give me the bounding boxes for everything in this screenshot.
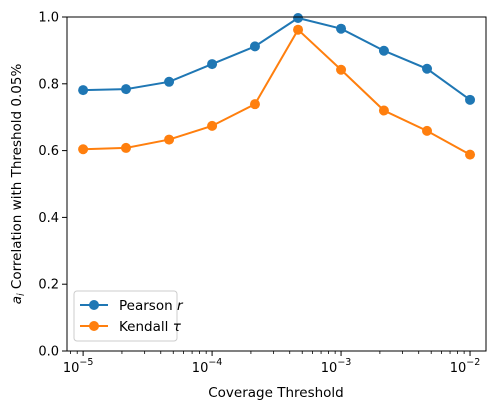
y-tick-label: 1.0	[38, 11, 59, 26]
data-point	[207, 59, 218, 70]
legend-box	[73, 290, 178, 342]
data-point	[207, 120, 218, 131]
x-tick-label: 10−2	[450, 357, 481, 376]
x-tick-label: 10−3	[321, 357, 352, 376]
x-tick-label: 10−5	[63, 357, 94, 376]
data-point	[120, 84, 131, 95]
data-point	[378, 105, 389, 116]
plot-frame	[66, 16, 487, 352]
y-axis-label-variable: a	[9, 296, 25, 304]
y-axis-label: ai Correlation with Threshold 0.05%	[9, 64, 27, 305]
series-line	[83, 16, 471, 101]
data-point	[422, 125, 433, 136]
y-tick-label: 0.4	[38, 211, 59, 226]
data-point	[336, 23, 347, 34]
x-axis-label: Coverage Threshold	[208, 385, 344, 401]
data-point	[422, 63, 433, 74]
legend-label: Pearson r	[119, 298, 184, 314]
y-tick-label: 0.8	[38, 77, 59, 92]
data-point	[293, 13, 304, 24]
y-axis-label-text: Correlation with Threshold 0.05%	[9, 64, 25, 294]
data-point	[336, 64, 347, 75]
legend-marker	[89, 321, 99, 331]
legend: Pearson r Kendall τ	[73, 290, 184, 342]
data-point	[249, 99, 260, 110]
series-kendall	[78, 24, 476, 160]
y-tick-label: 0.0	[38, 345, 59, 360]
data-point	[78, 85, 89, 96]
legend-marker	[89, 300, 99, 310]
y-axis-label-subscript: i	[16, 293, 27, 296]
data-point	[378, 45, 389, 56]
data-point	[78, 144, 89, 155]
x-tick-label: 10−4	[192, 357, 223, 376]
data-point	[164, 76, 175, 87]
data-point	[120, 142, 131, 153]
legend-label: Kendall τ	[119, 319, 182, 335]
data-point	[164, 134, 175, 145]
y-tick-label: 0.6	[38, 144, 59, 159]
data-point	[465, 94, 476, 105]
data-point	[293, 24, 304, 35]
data-point	[465, 149, 476, 160]
series-layer	[78, 13, 476, 160]
y-tick-label: 0.2	[38, 278, 59, 293]
series-pearson	[78, 13, 476, 105]
series-line	[83, 28, 471, 156]
data-point	[249, 41, 260, 52]
axes-layer: 0.0 0.2 0.4 0.6 0.8 1.0 10−5 10−4 10−3 10−2	[38, 11, 487, 376]
